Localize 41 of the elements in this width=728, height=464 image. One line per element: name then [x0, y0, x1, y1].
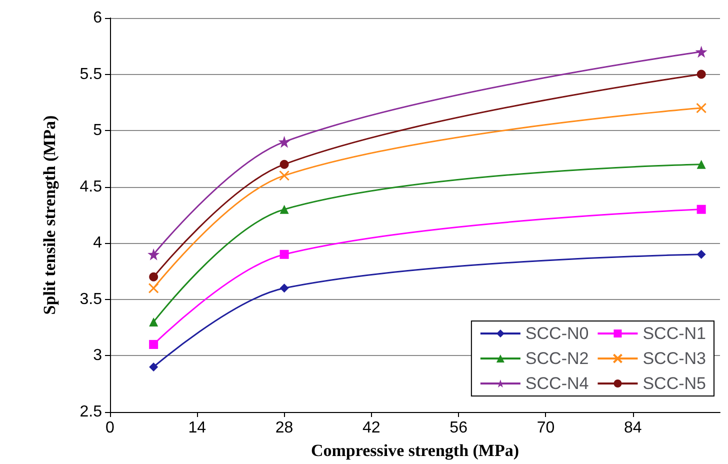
point: [696, 102, 707, 114]
point: [149, 317, 158, 326]
x-tick-label: 84: [624, 420, 642, 436]
point: [696, 70, 706, 79]
point: [696, 250, 706, 259]
y-tick-label: 3: [93, 347, 102, 364]
point: [695, 46, 708, 58]
y-tick-label: 5.5: [80, 66, 102, 83]
legend-label: SCC-N4: [525, 374, 589, 393]
point: [279, 170, 290, 181]
x-tick-label: 14: [188, 420, 206, 436]
x-tick-label: 42: [362, 420, 380, 436]
point: [280, 250, 289, 259]
legend-label: SCC-N2: [525, 349, 589, 368]
y-tick-label: 4: [93, 234, 102, 252]
x-tick-label: 56: [450, 420, 468, 436]
legend-label: SCC-N3: [642, 349, 706, 368]
x-tick-label: 28: [275, 420, 294, 436]
y-tick-label: 6: [93, 10, 102, 26]
x-tick-label: 70: [536, 420, 555, 436]
legend-label: SCC-N1: [642, 324, 706, 343]
point: [280, 284, 289, 293]
point: [148, 248, 160, 260]
y-tick-label: 3.5: [80, 290, 102, 308]
x-axis-title: Compressive strength (MPa): [310, 441, 520, 460]
y-tick-label: 5: [93, 122, 102, 140]
point: [149, 272, 158, 282]
legend-label: SCC-N5: [642, 374, 706, 393]
point: [696, 204, 706, 214]
y-tick-label: 2.5: [80, 404, 102, 420]
point: [280, 160, 289, 169]
legend-label: SCC-N0: [525, 324, 589, 343]
point: [148, 282, 159, 294]
point: [278, 136, 290, 148]
x-tick-label: 0: [106, 420, 115, 436]
point: [280, 204, 289, 214]
point: [149, 340, 158, 349]
point: [696, 160, 706, 169]
y-axis-title: Split tensile strength (MPa): [40, 115, 59, 315]
y-tick-label: 4.5: [80, 178, 102, 196]
point: [149, 362, 158, 372]
